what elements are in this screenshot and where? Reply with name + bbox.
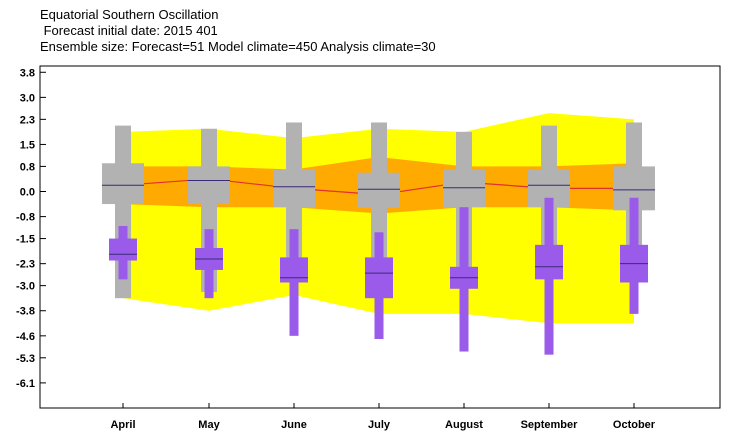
chart-title: Equatorial Southern Oscillation — [40, 7, 219, 22]
y-tick-label: 3.0 — [20, 92, 35, 104]
plot-frame — [39, 65, 721, 409]
y-tick-label: -4.6 — [16, 331, 35, 343]
x-tick-label: July — [368, 419, 391, 431]
forecast-date-label: Forecast initial date: 2015 401 — [40, 23, 218, 38]
y-tick-label: -6.1 — [16, 378, 35, 390]
x-tick-label: September — [521, 419, 579, 431]
y-tick-label: 2.3 — [20, 114, 35, 126]
y-tick-label: 1.5 — [20, 139, 35, 151]
y-tick-label: 0.0 — [20, 187, 35, 199]
forecast-box — [102, 163, 144, 205]
forecast-box — [443, 169, 485, 208]
y-tick-label: 0.8 — [20, 161, 35, 173]
y-tick-label: -0.8 — [16, 212, 35, 224]
y-tick-label: -1.5 — [16, 234, 35, 246]
forecast-box — [188, 166, 230, 205]
y-tick-label: -5.3 — [16, 353, 35, 365]
y-tick-label: -2.3 — [16, 259, 35, 271]
x-tick-label: October — [613, 419, 656, 431]
x-tick-label: April — [110, 419, 135, 431]
forecast-box — [273, 169, 315, 208]
x-tick-label: August — [445, 419, 483, 431]
axes: 3.8 3.0 2.3 1.5 0.8 0.0 -0.8 -1.5 -2.3 -3.0 -3.8 -4… — [16, 67, 656, 431]
x-tick-label: June — [281, 419, 307, 431]
y-tick-label: 3.8 — [20, 67, 35, 79]
analysis-box — [365, 257, 393, 299]
ensemble-size-label: Ensemble size: Forecast=51 Model climate… — [40, 39, 436, 54]
forecast-box — [358, 172, 400, 208]
y-tick-label: -3.0 — [16, 281, 35, 293]
analysis-box — [535, 244, 563, 280]
y-tick-label: -3.8 — [16, 306, 35, 318]
analysis-box — [280, 257, 308, 283]
analysis-boxes — [109, 197, 648, 355]
chart-title-block: Equatorial Southern Oscillation Forecast… — [40, 7, 436, 55]
x-tick-label: May — [198, 419, 220, 431]
analysis-box — [109, 238, 137, 261]
